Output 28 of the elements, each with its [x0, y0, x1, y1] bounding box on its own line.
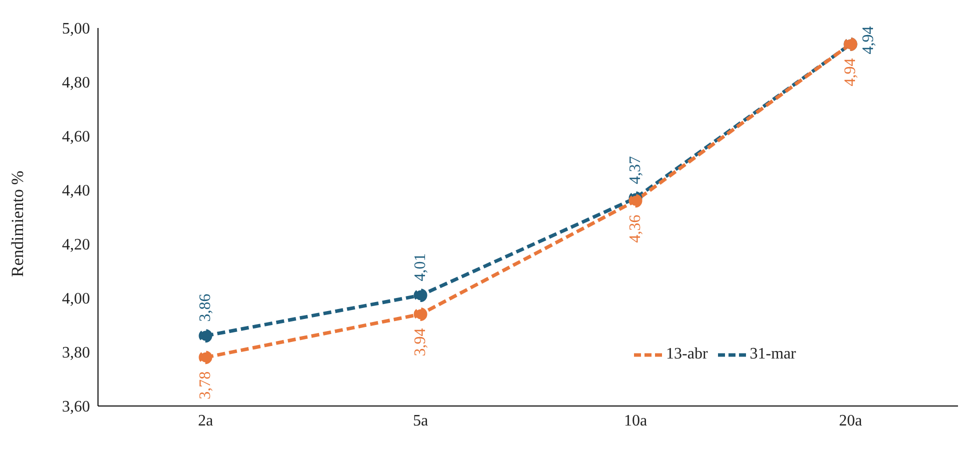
y-tick-label: 4,80	[62, 74, 90, 92]
y-axis-title: Rendimiento %	[8, 170, 28, 277]
y-tick-label: 4,20	[62, 236, 90, 254]
point	[414, 307, 428, 321]
y-tick-label: 5,00	[62, 20, 90, 38]
legend-label: 31-mar	[750, 346, 796, 363]
data-label: 4,37	[627, 156, 644, 184]
point	[198, 350, 212, 364]
data-label: 4,01	[412, 253, 429, 282]
data-label: 3,78	[197, 371, 214, 400]
x-tick-label: 5a	[412, 412, 428, 430]
x-tick-label: 2a	[198, 412, 214, 430]
data-label: 4,94	[860, 26, 877, 54]
y-tick-label: 3,80	[62, 344, 90, 362]
data-label: 3,94	[412, 328, 429, 356]
point	[628, 194, 642, 208]
point	[414, 288, 428, 302]
data-label: 3,86	[197, 294, 214, 322]
data-label: 4,36	[627, 214, 644, 243]
y-tick-label: 4,00	[62, 290, 90, 308]
x-tick-label: 20a	[838, 412, 862, 430]
legend-label: 13-abr	[666, 346, 708, 363]
point	[198, 329, 212, 343]
y-tick-label: 3,60	[62, 398, 90, 416]
x-tick-label: 10a	[624, 412, 648, 430]
y-tick-label: 4,40	[62, 182, 90, 200]
data-label: 4,94	[842, 58, 859, 86]
y-tick-label: 4,60	[62, 128, 90, 146]
